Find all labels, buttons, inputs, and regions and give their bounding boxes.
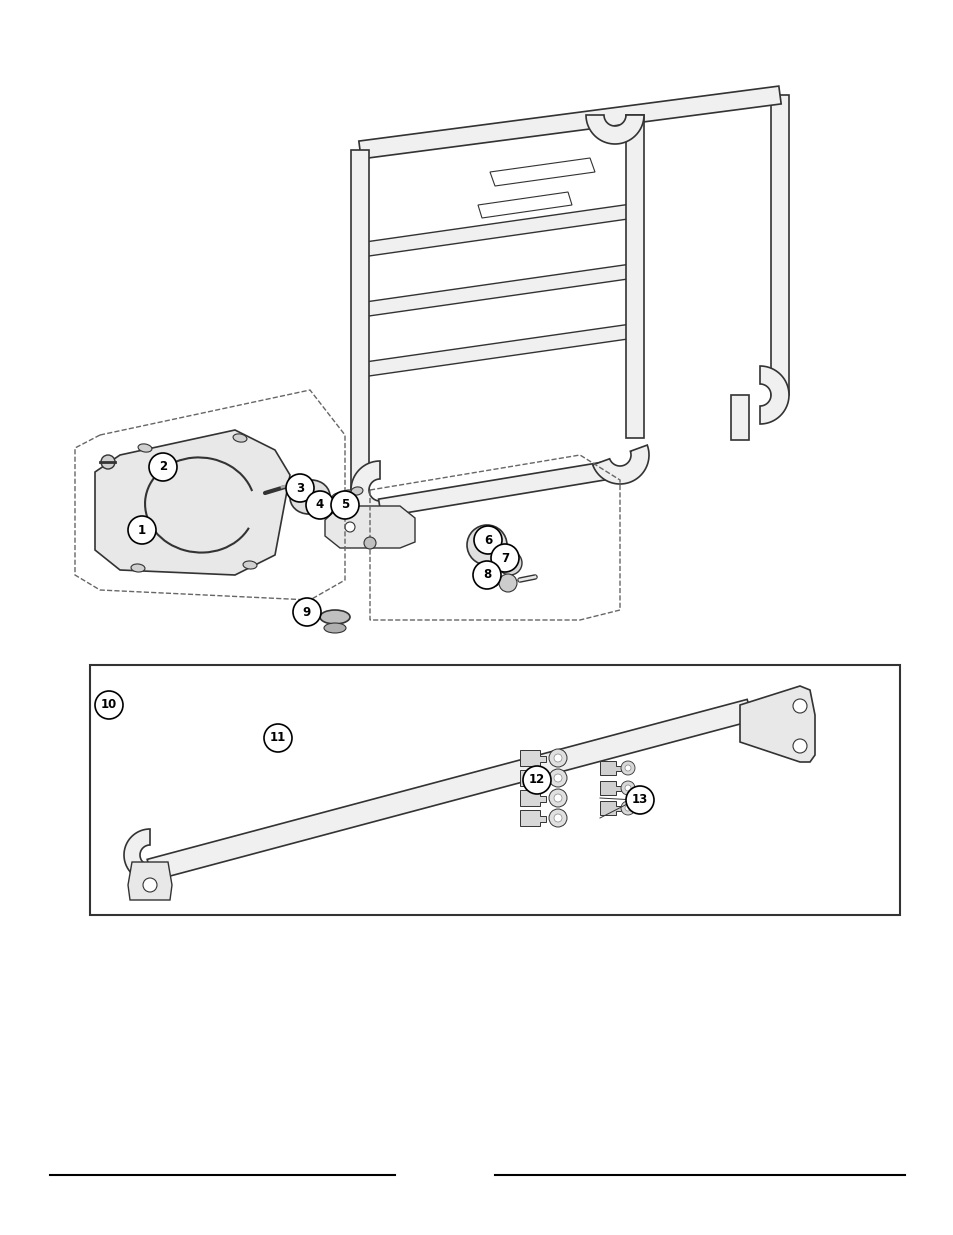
Polygon shape (358, 263, 640, 317)
Polygon shape (770, 95, 788, 395)
Text: 10: 10 (101, 699, 117, 711)
Polygon shape (358, 203, 640, 257)
Polygon shape (351, 461, 379, 519)
Polygon shape (730, 395, 748, 440)
Text: 13: 13 (631, 794, 647, 806)
Text: 7: 7 (500, 552, 509, 564)
FancyBboxPatch shape (90, 664, 899, 915)
Polygon shape (760, 366, 788, 424)
Polygon shape (519, 769, 545, 785)
Ellipse shape (131, 564, 145, 572)
Ellipse shape (243, 561, 256, 569)
Polygon shape (325, 506, 415, 548)
Polygon shape (358, 322, 640, 377)
Polygon shape (519, 790, 545, 806)
Circle shape (554, 774, 561, 782)
Polygon shape (477, 191, 572, 219)
Circle shape (364, 537, 375, 550)
Polygon shape (95, 430, 290, 576)
Ellipse shape (351, 487, 362, 495)
Text: 8: 8 (482, 568, 491, 582)
Circle shape (625, 785, 654, 814)
Circle shape (548, 748, 566, 767)
Circle shape (491, 543, 518, 572)
Circle shape (554, 794, 561, 802)
Ellipse shape (324, 622, 346, 634)
Circle shape (149, 453, 177, 480)
Circle shape (554, 814, 561, 823)
Circle shape (548, 769, 566, 787)
Circle shape (548, 809, 566, 827)
Polygon shape (599, 802, 620, 815)
Polygon shape (490, 158, 595, 186)
Polygon shape (147, 699, 752, 881)
Text: 4: 4 (315, 499, 324, 511)
Text: 6: 6 (483, 534, 492, 547)
Circle shape (286, 474, 314, 501)
Circle shape (143, 878, 157, 892)
Polygon shape (592, 445, 648, 484)
Circle shape (306, 492, 334, 519)
Circle shape (620, 802, 635, 815)
Polygon shape (625, 115, 643, 438)
Circle shape (331, 492, 358, 519)
Polygon shape (378, 461, 611, 517)
Circle shape (620, 781, 635, 795)
Polygon shape (124, 829, 150, 881)
Ellipse shape (342, 490, 354, 498)
Circle shape (522, 766, 551, 794)
Polygon shape (519, 810, 545, 826)
Text: 1: 1 (138, 524, 146, 536)
Circle shape (497, 551, 521, 576)
Circle shape (128, 516, 156, 543)
Circle shape (264, 724, 292, 752)
Circle shape (792, 699, 806, 713)
Circle shape (473, 561, 500, 589)
Circle shape (624, 805, 630, 811)
Circle shape (620, 761, 635, 776)
Circle shape (792, 739, 806, 753)
Circle shape (95, 692, 123, 719)
Polygon shape (519, 750, 545, 766)
Circle shape (345, 522, 355, 532)
Circle shape (498, 574, 517, 592)
Circle shape (482, 569, 500, 587)
Polygon shape (128, 862, 172, 900)
Text: 12: 12 (528, 773, 544, 787)
Ellipse shape (319, 610, 350, 624)
Circle shape (101, 454, 115, 469)
Text: 9: 9 (302, 605, 311, 619)
Ellipse shape (138, 443, 152, 452)
Text: 5: 5 (340, 499, 349, 511)
Circle shape (624, 764, 630, 771)
Ellipse shape (233, 433, 247, 442)
Polygon shape (599, 761, 620, 776)
Polygon shape (599, 781, 620, 795)
Polygon shape (351, 149, 369, 490)
Circle shape (478, 537, 495, 553)
Polygon shape (358, 86, 781, 159)
Circle shape (548, 789, 566, 806)
Circle shape (504, 558, 515, 568)
Circle shape (293, 598, 320, 626)
Text: 11: 11 (270, 731, 286, 745)
Polygon shape (585, 115, 643, 144)
Polygon shape (740, 685, 814, 762)
Ellipse shape (290, 480, 330, 514)
Circle shape (624, 785, 630, 790)
Ellipse shape (332, 493, 344, 501)
Ellipse shape (303, 492, 316, 503)
Circle shape (554, 755, 561, 762)
Circle shape (474, 526, 501, 555)
Text: 3: 3 (295, 482, 304, 494)
Circle shape (467, 525, 506, 564)
Text: 2: 2 (159, 461, 167, 473)
